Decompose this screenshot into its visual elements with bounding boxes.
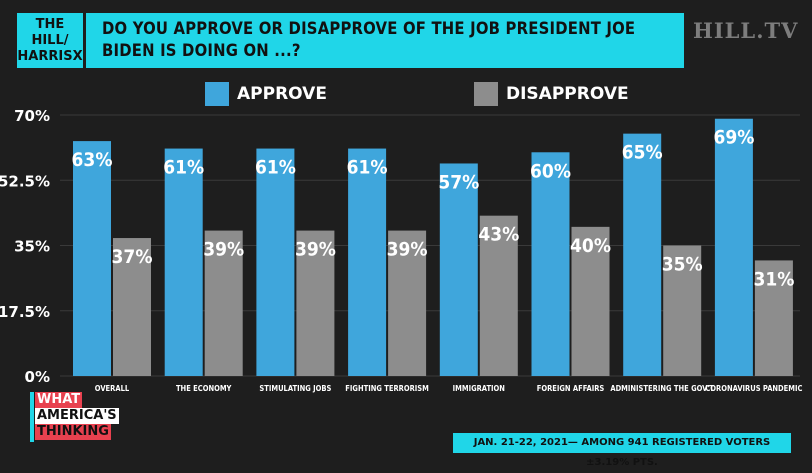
- y-tick-label: 0%: [25, 368, 50, 386]
- bar-disapprove: [663, 245, 702, 376]
- x-tick-label: IMMIGRATION: [453, 384, 506, 393]
- bar-approve: [256, 148, 295, 376]
- y-tick-label: 52.5%: [0, 172, 50, 190]
- data-label-approve: 61%: [347, 157, 388, 179]
- y-tick-label: 70%: [14, 107, 50, 125]
- data-label-approve: 61%: [163, 157, 204, 179]
- legend-swatch-disapprove: [474, 82, 498, 106]
- footnote: JAN. 21-22, 2021— AMONG 941 REGISTERED V…: [453, 433, 791, 468]
- data-label-disapprove: 35%: [662, 254, 703, 276]
- bar-approve: [439, 163, 478, 376]
- chart-title: DO YOU APPROVE OR DISAPPROVE OF THE JOB …: [86, 13, 684, 68]
- bar-approve: [164, 148, 203, 376]
- logo-thinking: THINKING: [35, 424, 111, 440]
- bar-disapprove: [754, 260, 793, 376]
- data-label-approve: 60%: [530, 160, 571, 182]
- bar-approve: [623, 133, 662, 376]
- data-label-approve: 61%: [255, 157, 296, 179]
- bar-disapprove: [204, 230, 243, 376]
- legend-label-disapprove: DISAPPROVE: [506, 84, 629, 104]
- data-label-approve: 63%: [72, 149, 113, 171]
- bar-disapprove: [296, 230, 335, 376]
- y-tick-label: 17.5%: [0, 303, 50, 321]
- legend-label-approve: APPROVE: [237, 84, 327, 104]
- network-logo: HILL.TV: [693, 18, 799, 43]
- legend-disapprove: DISAPPROVE: [474, 82, 629, 106]
- bar-approve: [348, 148, 387, 376]
- data-label-disapprove: 40%: [570, 235, 611, 257]
- x-tick-label: THE ECONOMY: [176, 384, 232, 393]
- data-label-approve: 69%: [713, 127, 754, 149]
- accent-bar: [30, 392, 34, 442]
- data-label-disapprove: 39%: [203, 239, 244, 261]
- legend-swatch-approve: [205, 82, 229, 106]
- brand-logo: THE HILL/ HARRISX: [17, 13, 83, 68]
- x-tick-label: FIGHTING TERRORISM: [345, 384, 429, 393]
- data-label-disapprove: 31%: [753, 268, 794, 290]
- data-label-disapprove: 39%: [295, 239, 336, 261]
- logo-americas: AMERICA'S: [35, 408, 119, 424]
- data-label-disapprove: 39%: [387, 239, 428, 261]
- bar-approve: [531, 152, 570, 376]
- data-label-approve: 65%: [622, 142, 663, 164]
- x-tick-label: STIMULATING JOBS: [259, 384, 331, 393]
- x-tick-label: CORONAVIRUS PANDEMIC: [705, 384, 802, 393]
- bar-approve: [73, 141, 111, 376]
- x-tick-label: OVERALL: [95, 384, 130, 393]
- data-label-disapprove: 37%: [112, 246, 153, 268]
- bar-disapprove: [479, 215, 518, 376]
- x-tick-label: ADMINISTERING THE GOV'T: [610, 384, 714, 393]
- bar-approve: [714, 118, 753, 376]
- data-label-approve: 57%: [438, 171, 479, 193]
- data-label-disapprove: 43%: [478, 224, 519, 246]
- bar-disapprove: [571, 226, 610, 376]
- bar-disapprove: [388, 230, 427, 376]
- what-americas-thinking-logo: WHAT AMERICA'S THINKING: [35, 392, 119, 440]
- logo-what: WHAT: [35, 392, 83, 408]
- bar-disapprove: [113, 238, 151, 376]
- legend-approve: APPROVE: [205, 82, 327, 106]
- x-tick-label: FOREIGN AFFAIRS: [537, 384, 605, 393]
- y-tick-label: 35%: [14, 238, 50, 256]
